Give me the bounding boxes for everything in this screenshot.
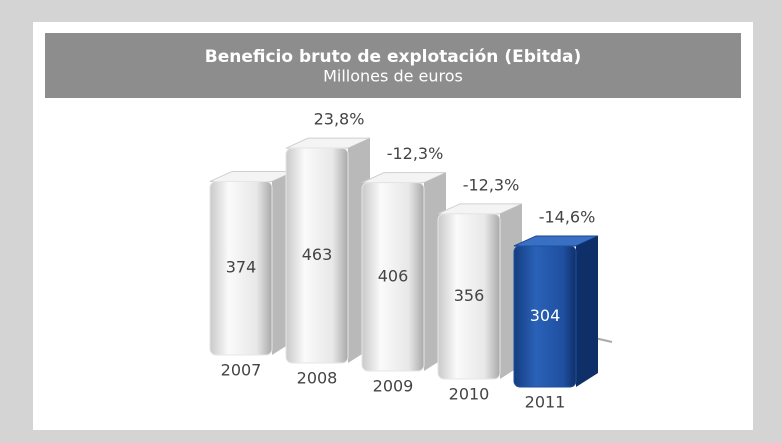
value-label: 406 <box>378 266 409 285</box>
change-label: -14,6% <box>539 207 596 226</box>
bar <box>513 245 577 388</box>
x-tick-label: 2011 <box>525 393 566 412</box>
bar <box>209 180 273 356</box>
x-tick-label: 2010 <box>449 385 490 404</box>
bar-side <box>576 235 598 387</box>
change-label: -12,3% <box>387 144 444 163</box>
change-label: 23,8% <box>314 110 365 129</box>
chart-subtitle: Millones de euros <box>323 67 463 86</box>
x-tick-label: 2008 <box>297 369 338 388</box>
chart-title: Beneficio bruto de explotación (Ebitda) <box>205 47 582 67</box>
value-label: 356 <box>454 286 485 305</box>
title-bar <box>45 33 741 98</box>
value-label: 374 <box>226 258 257 277</box>
bar <box>437 213 501 380</box>
value-label: 463 <box>302 245 333 264</box>
x-tick-label: 2007 <box>221 361 262 380</box>
change-label: -12,3% <box>463 175 520 194</box>
x-tick-label: 2009 <box>373 377 414 396</box>
bar <box>285 147 349 364</box>
bar <box>361 182 425 372</box>
value-label: 304 <box>530 306 561 325</box>
